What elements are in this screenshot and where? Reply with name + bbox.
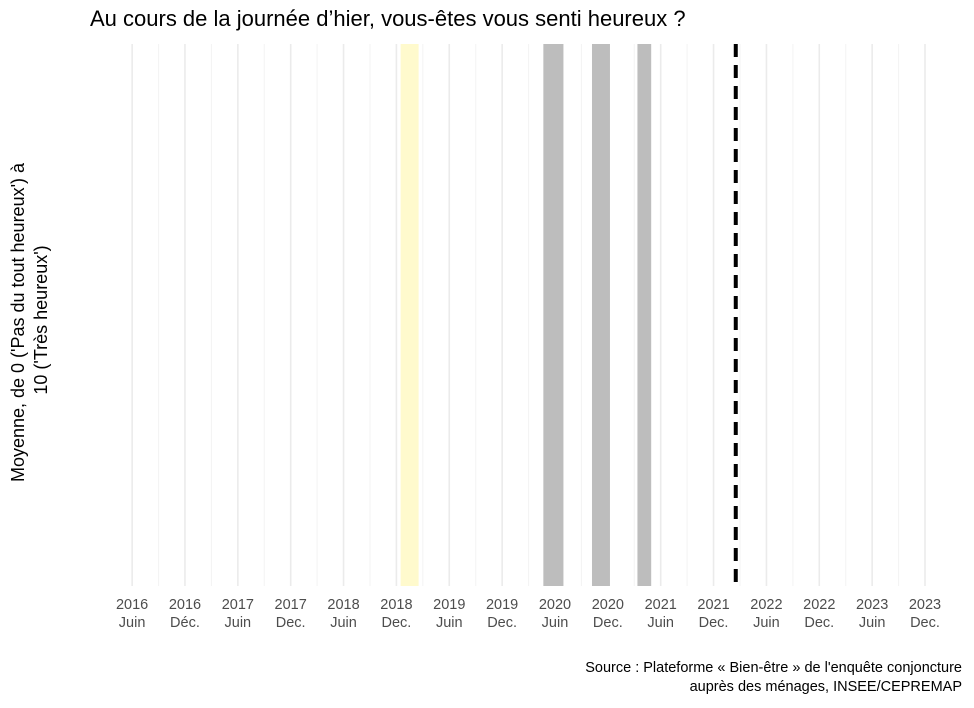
x-tick-period: Dec. bbox=[910, 615, 940, 631]
x-tick-period: Juin bbox=[119, 615, 146, 631]
x-tick-year: 2023 bbox=[909, 597, 941, 613]
x-tick-year: 2022 bbox=[750, 597, 782, 613]
x-tick-year: 2016 bbox=[116, 597, 148, 613]
x-tick-year: 2016 bbox=[169, 597, 201, 613]
x-tick-period: Juin bbox=[859, 615, 886, 631]
x-tick-period: Déc. bbox=[170, 615, 200, 631]
source-caption-line-1: Source : Plateforme « Bien-être » de l'e… bbox=[585, 660, 962, 676]
x-tick-period: Dec. bbox=[276, 615, 306, 631]
y-axis-label: Moyenne, de 0 ('Pas du tout heureux') à … bbox=[8, 158, 51, 482]
x-tick-period: Dec. bbox=[487, 615, 517, 631]
shaded-periods bbox=[400, 44, 652, 586]
x-tick-period: Dec. bbox=[804, 615, 834, 631]
grid-major bbox=[131, 44, 926, 586]
x-tick-year: 2018 bbox=[327, 597, 359, 613]
x-tick-period: Juin bbox=[753, 615, 780, 631]
x-tick-year: 2019 bbox=[433, 597, 465, 613]
source-caption: Source : Plateforme « Bien-être » de l'e… bbox=[585, 659, 962, 697]
chart-title: Au cours de la journée d’hier, vous-êtes… bbox=[90, 6, 686, 31]
x-tick-year: 2018 bbox=[380, 597, 412, 613]
x-tick-year: 2023 bbox=[856, 597, 888, 613]
x-tick-period: Juin bbox=[330, 615, 357, 631]
reference-lines bbox=[733, 44, 738, 586]
x-tick-year: 2021 bbox=[645, 597, 677, 613]
grid-minor bbox=[158, 44, 900, 586]
x-tick-labels: 2016 Juin 2016 Déc. 2017 Juin 2017 Dec. 2018 Juin… bbox=[116, 597, 941, 631]
x-tick-period: Dec. bbox=[593, 615, 623, 631]
x-tick-period: Dec. bbox=[381, 615, 411, 631]
x-tick-year: 2019 bbox=[486, 597, 518, 613]
x-tick-period: Dec. bbox=[699, 615, 729, 631]
x-tick-year: 2017 bbox=[275, 597, 307, 613]
x-tick-year: 2022 bbox=[803, 597, 835, 613]
shaded-period bbox=[591, 44, 610, 586]
y-axis-label-line-2: 10 ('Très heureux') bbox=[31, 245, 51, 394]
source-caption-line-2: auprès des ménages, INSEE/CEPREMAP bbox=[689, 679, 962, 695]
x-tick-period: Juin bbox=[225, 615, 252, 631]
x-tick-period: Juin bbox=[542, 615, 569, 631]
shaded-period bbox=[400, 44, 419, 586]
x-tick-year: 2020 bbox=[539, 597, 571, 613]
x-tick-year: 2017 bbox=[222, 597, 254, 613]
shaded-period bbox=[543, 44, 564, 586]
x-tick-year: 2020 bbox=[592, 597, 624, 613]
x-tick-year: 2021 bbox=[697, 597, 729, 613]
y-axis-label-line-1: Moyenne, de 0 ('Pas du tout heureux') à bbox=[8, 162, 28, 482]
shaded-period bbox=[637, 44, 652, 586]
x-tick-period: Juin bbox=[647, 615, 674, 631]
x-tick-period: Juin bbox=[436, 615, 463, 631]
